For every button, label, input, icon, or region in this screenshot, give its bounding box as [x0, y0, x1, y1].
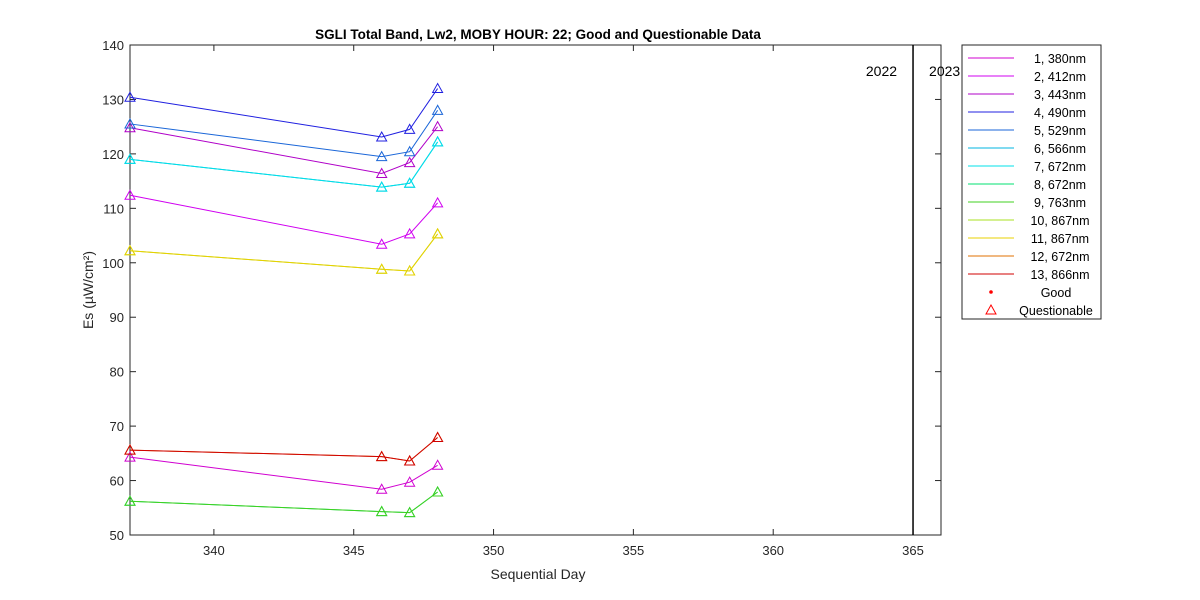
legend-label: 2, 412nm [1034, 70, 1086, 84]
year-divider: 2022 2023 [866, 45, 960, 535]
y-tick-label: 140 [102, 38, 124, 53]
data-point-marker [375, 238, 388, 249]
legend-label: 12, 672nm [1030, 250, 1089, 264]
y-tick-label: 60 [110, 474, 124, 489]
data-point-marker [124, 495, 136, 506]
data-point-marker [375, 167, 388, 178]
legend-label: 1, 380nm [1034, 52, 1086, 66]
legend-label: Questionable [1019, 304, 1093, 318]
axis-ticks: 340 345 350 355 360 365 50 60 70 80 90 100 110 120 130… [102, 38, 941, 558]
legend-box [961, 44, 1102, 320]
data-point-marker [403, 227, 416, 239]
legend-label: 4, 490nm [1034, 106, 1086, 120]
data-point-marker [403, 156, 416, 168]
data-point-marker [375, 263, 388, 274]
year-label-left: 2022 [866, 63, 897, 79]
data-point-marker [124, 244, 136, 256]
data-point-marker [431, 459, 444, 470]
series-line-9 [129, 491, 438, 514]
y-tick-label: 80 [110, 365, 124, 380]
series-line-13 [129, 437, 438, 462]
legend-label: 8, 672nm [1034, 178, 1086, 192]
data-point-marker [403, 476, 416, 487]
y-tick-label: 70 [110, 419, 124, 434]
data-point-marker [124, 189, 136, 200]
x-tick-label: 345 [343, 543, 365, 558]
data-point-marker [124, 117, 136, 129]
data-point-marker [124, 153, 136, 164]
data-point-marker [124, 91, 136, 102]
y-tick-label: 110 [103, 201, 124, 216]
legend-questionable-triangle [985, 303, 997, 315]
x-axis-label: Sequential Day [491, 566, 586, 582]
data-point-marker [431, 485, 444, 497]
x-tick-label: 350 [483, 543, 505, 558]
data-point-marker [431, 227, 444, 239]
legend-label: 9, 763nm [1034, 196, 1086, 210]
y-axis-label: Es (µW/cm²) [80, 251, 96, 329]
data-point-marker [431, 104, 444, 115]
series-line-3 [129, 126, 439, 175]
y-tick-label: 50 [110, 528, 124, 543]
legend-label: 11, 867nm [1031, 232, 1089, 246]
legend-label: Good [1041, 286, 1072, 300]
legend-label: 10, 867nm [1030, 214, 1089, 228]
series-line-11 [129, 233, 439, 272]
series-line-5 [129, 110, 439, 158]
data-point-marker [403, 454, 416, 466]
series-line-1 [129, 456, 438, 490]
data-point-marker [403, 123, 416, 134]
chart-title: SGLI Total Band, Lw2, MOBY HOUR: 22; Goo… [315, 27, 761, 42]
x-tick-label: 355 [623, 543, 645, 558]
series-line-7 [129, 141, 439, 188]
data-point-marker [375, 483, 388, 494]
legend-label: 3, 443nm [1034, 88, 1086, 102]
data-point-marker [403, 264, 416, 276]
data-point-marker [375, 181, 388, 192]
series-line-4 [129, 88, 439, 138]
data-point-marker [124, 451, 136, 462]
data-point-marker [375, 150, 388, 162]
data-point-marker [403, 506, 416, 518]
legend-label: 6, 566nm [1034, 142, 1086, 156]
x-tick-label: 360 [762, 543, 784, 558]
legend-label: 7, 672nm [1034, 160, 1086, 174]
x-tick-label: 365 [902, 543, 924, 558]
y-tick-label: 130 [102, 92, 124, 107]
data-point-marker [375, 450, 388, 462]
series-line-2 [129, 194, 438, 245]
data-point-marker [375, 130, 388, 142]
data-point-marker [431, 196, 444, 208]
year-label-right: 2023 [929, 63, 960, 79]
series-layer [124, 82, 444, 518]
data-point-marker [124, 121, 136, 133]
plot-frame [129, 44, 942, 536]
plot-area [129, 44, 942, 536]
legend-label: 13, 866nm [1030, 268, 1089, 282]
y-tick-label: 100 [102, 256, 124, 271]
data-point-marker [403, 145, 416, 157]
x-tick-label: 340 [203, 543, 225, 558]
legend: 1, 380nm 2, 412nm 3, 443nm 4, 490nm 5, 529nm… [961, 44, 1102, 320]
data-point-marker [375, 505, 388, 517]
data-point-marker [124, 444, 136, 455]
data-point-marker [403, 177, 416, 188]
legend-good-dot [989, 290, 993, 294]
y-tick-label: 120 [102, 147, 124, 162]
data-point-marker [431, 120, 444, 132]
data-point-marker [431, 82, 444, 94]
data-point-marker [431, 431, 444, 443]
y-tick-label: 90 [110, 310, 124, 325]
data-point-marker [431, 135, 444, 147]
legend-label: 5, 529nm [1034, 124, 1086, 138]
